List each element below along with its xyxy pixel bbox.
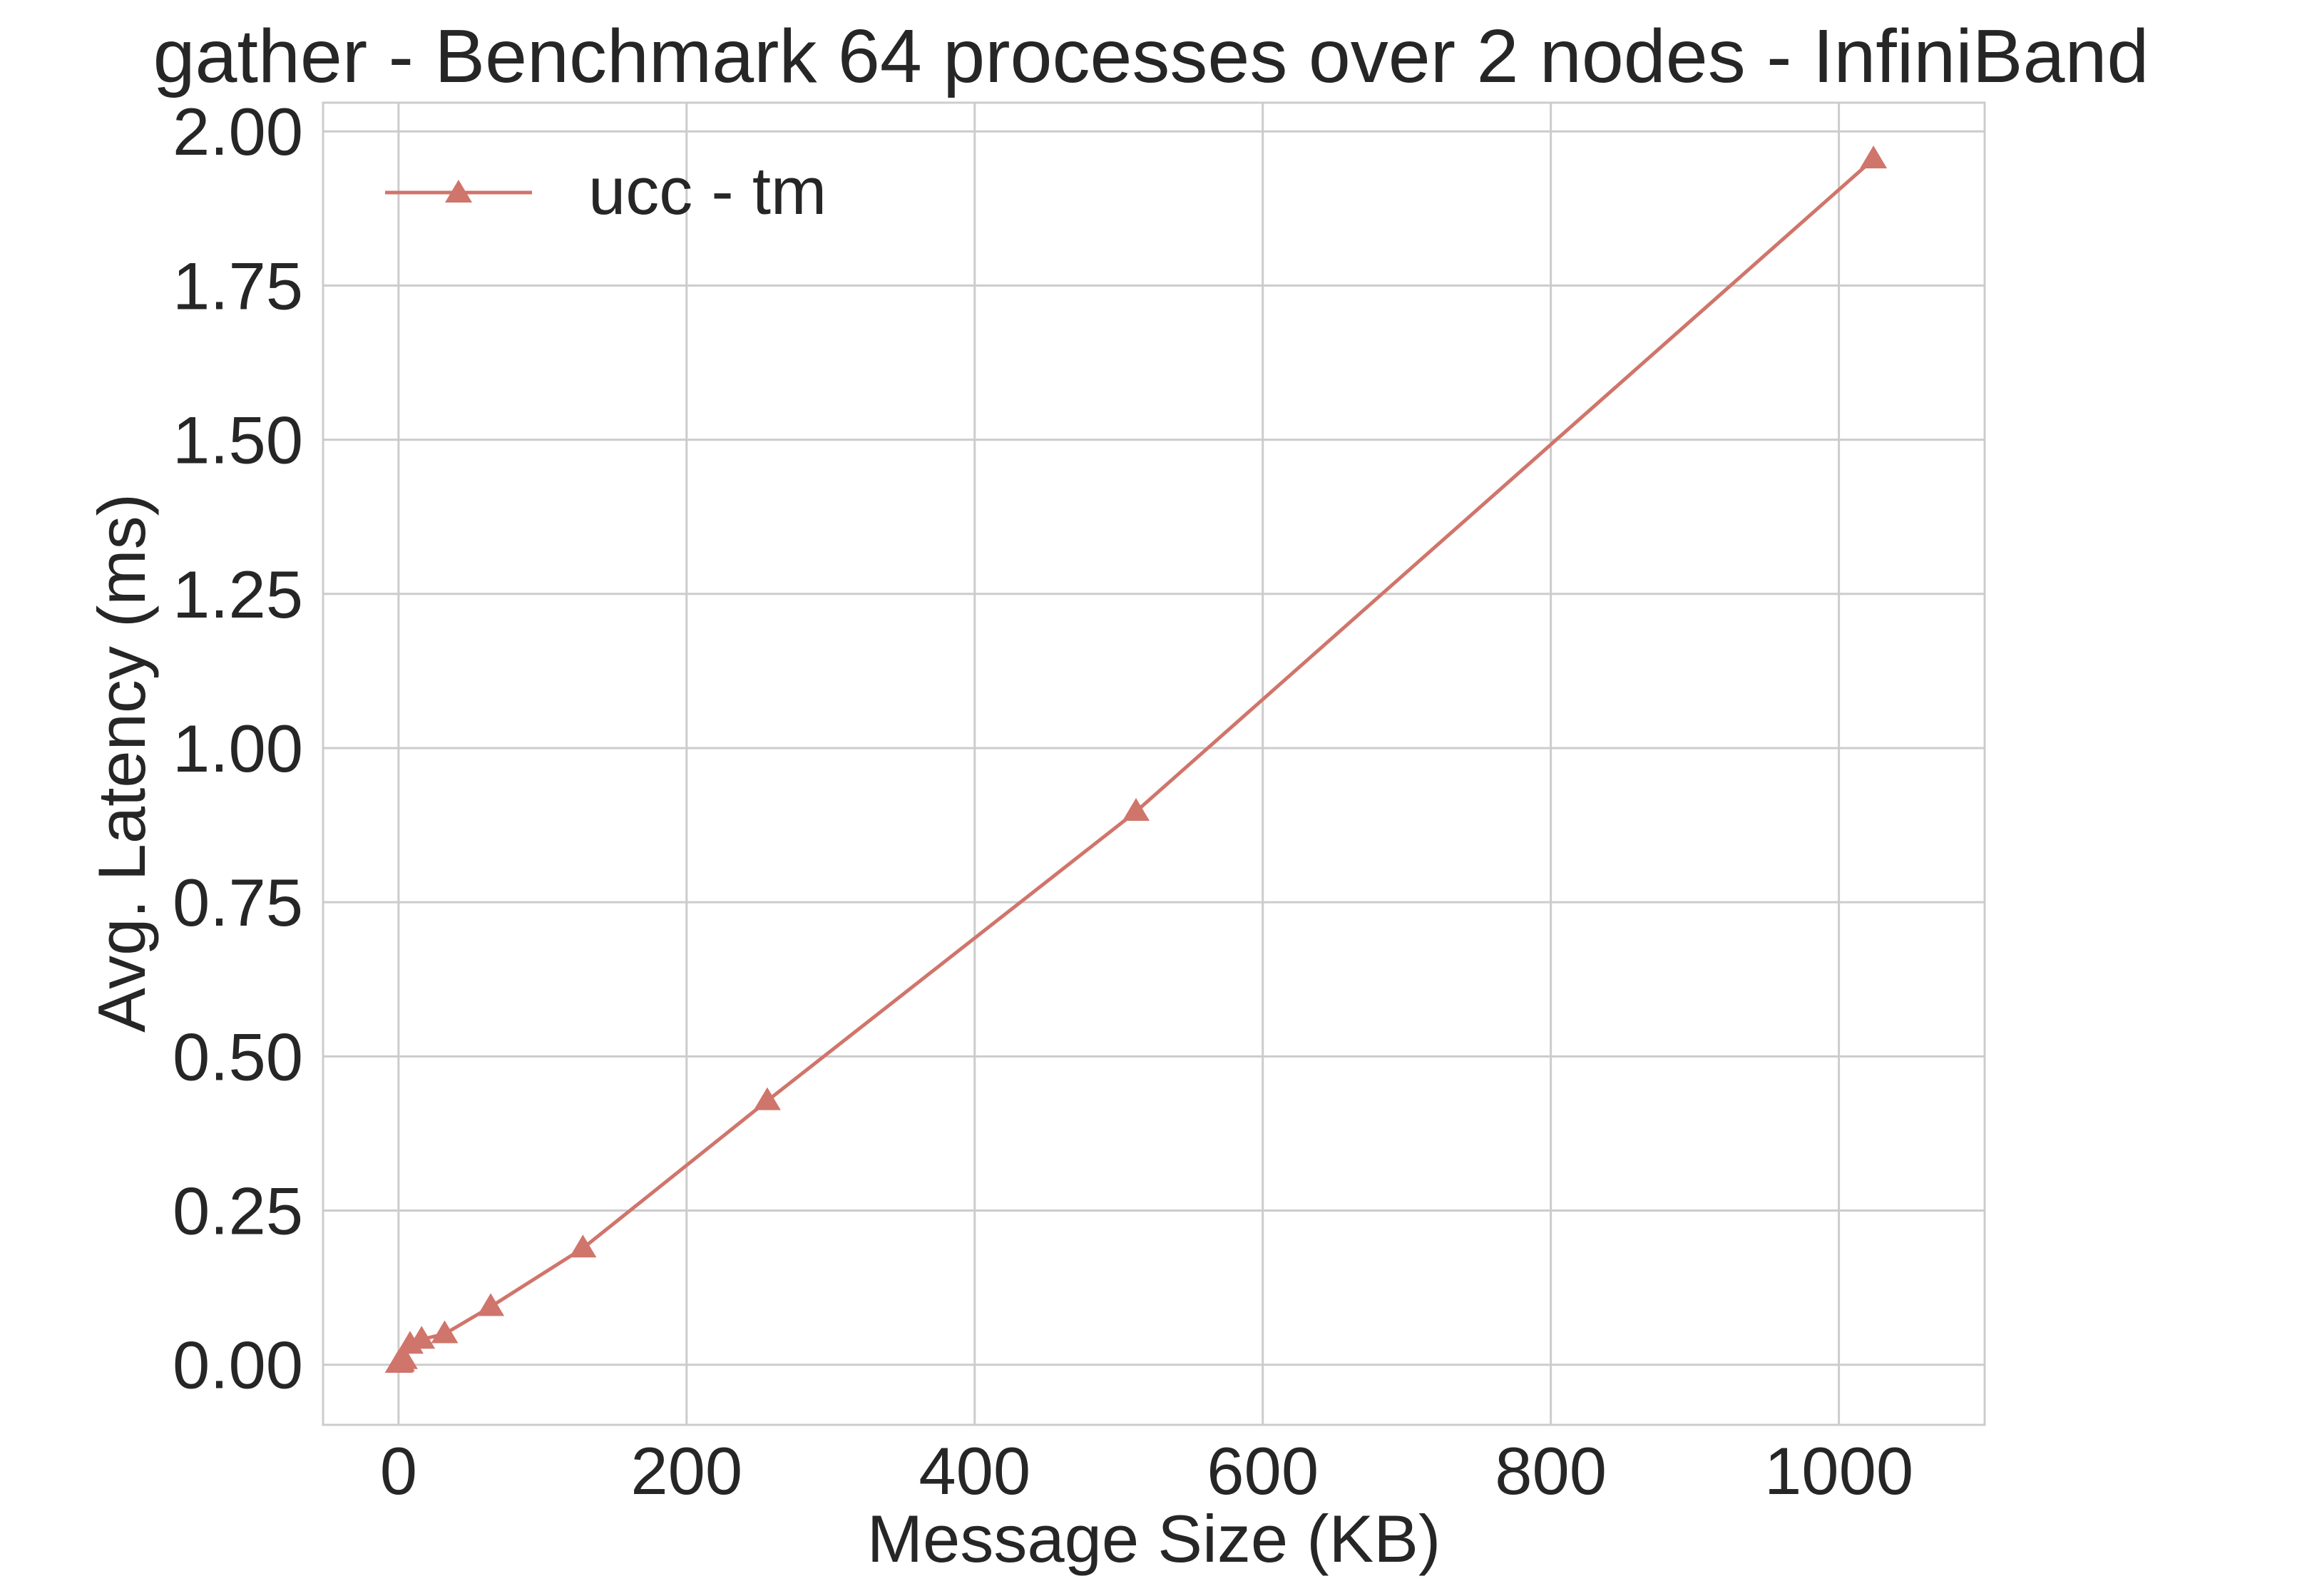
x-tick-label: 200 <box>630 1433 742 1508</box>
y-tick-label: 1.00 <box>173 711 303 786</box>
data-point-marker <box>753 1087 781 1110</box>
legend-label: ucc - tm <box>588 153 827 228</box>
data-point-marker <box>1122 798 1150 821</box>
data-point-marker <box>408 1326 436 1349</box>
data-point-marker <box>569 1234 597 1258</box>
y-tick-label: 1.25 <box>173 557 303 632</box>
data-point-marker <box>390 1346 418 1369</box>
y-axis-label: Avg. Latency (ms) <box>84 493 159 1033</box>
y-tick-label: 0.00 <box>173 1328 303 1403</box>
x-tick-label: 0 <box>380 1433 417 1508</box>
y-tick-label: 1.50 <box>173 403 303 478</box>
tick-labels: 0 200 400 600 800 1000 0.00 0.25 0.50 0.75 1.00 1.2… <box>173 94 1913 1508</box>
legend-triangle-marker <box>445 180 472 203</box>
x-tick-label: 1000 <box>1764 1433 1913 1508</box>
chart-title: gather - Benchmark 64 processes over 2 n… <box>153 14 2149 98</box>
y-tick-label: 0.25 <box>173 1174 303 1249</box>
plot-area-background <box>323 103 1985 1425</box>
y-tick-label: 0.75 <box>173 865 303 940</box>
series-layer <box>384 145 1888 1373</box>
legend: ucc - tm <box>385 153 827 228</box>
plot-frame <box>322 101 1986 1426</box>
data-point-marker <box>477 1293 505 1316</box>
y-tick-label: 0.50 <box>173 1019 303 1094</box>
x-tick-label: 400 <box>919 1433 1030 1508</box>
data-point-marker <box>1860 145 1888 169</box>
x-axis-label: Message Size (KB) <box>867 1501 1441 1576</box>
x-tick-label: 800 <box>1495 1433 1607 1508</box>
y-tick-label: 1.75 <box>173 248 303 323</box>
y-tick-label: 2.00 <box>173 94 303 169</box>
x-tick-label: 600 <box>1207 1433 1319 1508</box>
grid <box>323 103 1985 1425</box>
data-point-marker <box>431 1320 459 1344</box>
